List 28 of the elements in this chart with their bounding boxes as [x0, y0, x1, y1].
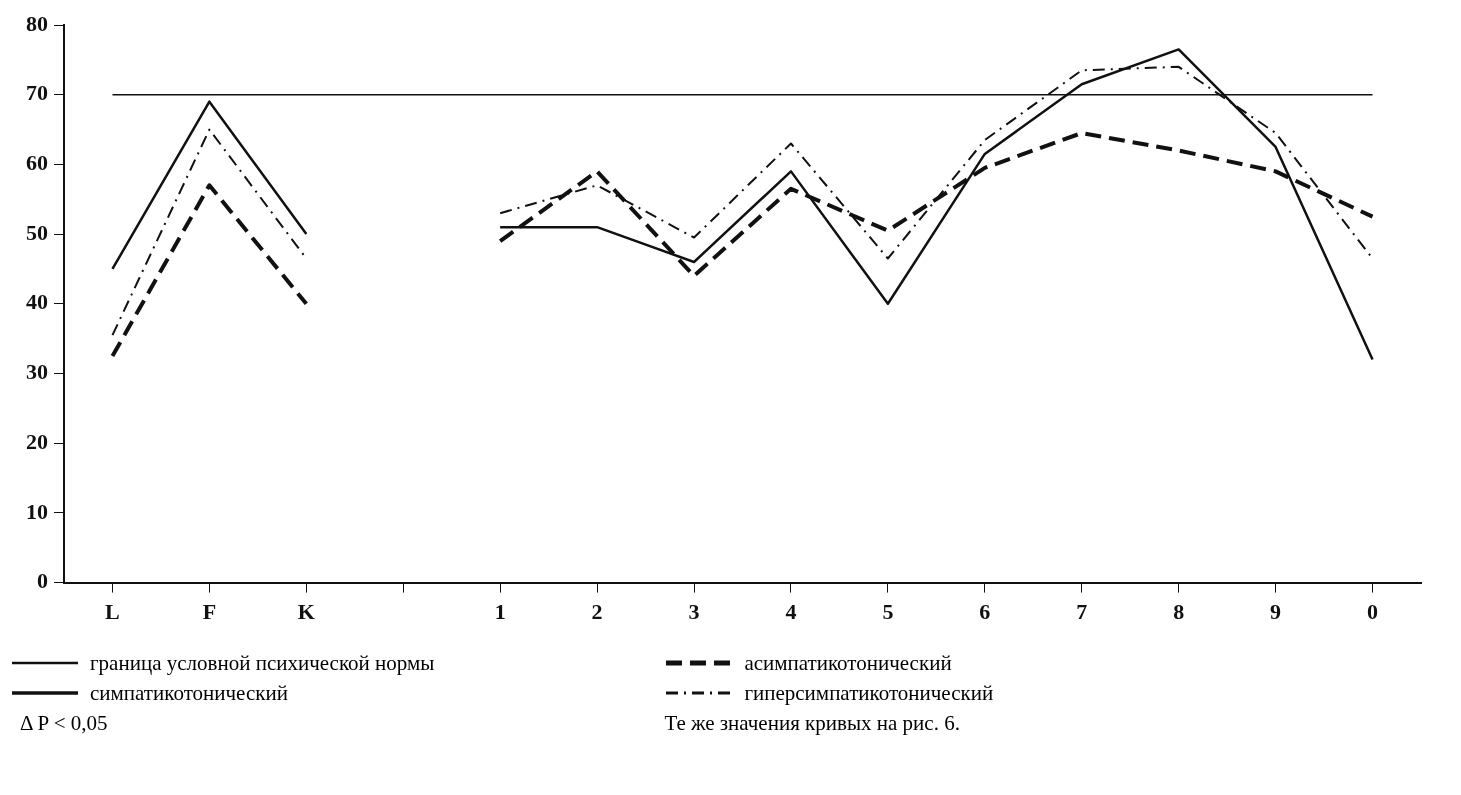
x-tick-label: 5: [882, 599, 894, 625]
y-tick-label: 70: [26, 80, 48, 106]
x-tick-label: L: [105, 599, 120, 625]
y-tick-label: 20: [26, 428, 48, 454]
text: Δ P < 0,05: [19, 710, 109, 736]
x-tick-label: 8: [1173, 599, 1185, 625]
x-tick-label: 0: [1367, 599, 1379, 625]
y-tick-label: 40: [26, 289, 48, 315]
text: Те же значения кривых на рис. 6.: [664, 710, 961, 736]
x-tick-label: 3: [688, 599, 700, 625]
x-tick-label: F: [202, 599, 217, 625]
x-tick-label: 9: [1270, 599, 1282, 625]
y-tick-label: 10: [26, 498, 48, 524]
y-tick-label: 0: [37, 568, 48, 594]
x-tick-label: 4: [785, 599, 797, 625]
legend-label: асимпатикотонический: [744, 650, 952, 676]
y-tick-label: 50: [26, 219, 48, 245]
x-tick-label: K: [297, 599, 315, 625]
x-tick-label: 2: [591, 599, 603, 625]
x-tick-label: 7: [1076, 599, 1088, 625]
legend-label: граница условной психической нормы: [90, 650, 435, 676]
legend-label: симпатикотонический: [90, 680, 288, 706]
x-tick-label: 1: [494, 599, 506, 625]
y-tick-label: 80: [26, 10, 48, 36]
y-tick-label: 30: [26, 359, 48, 385]
legend-label: гиперсимпатикотонический: [744, 680, 994, 706]
y-tick-label: 60: [26, 150, 48, 176]
x-tick-label: 6: [979, 599, 991, 625]
